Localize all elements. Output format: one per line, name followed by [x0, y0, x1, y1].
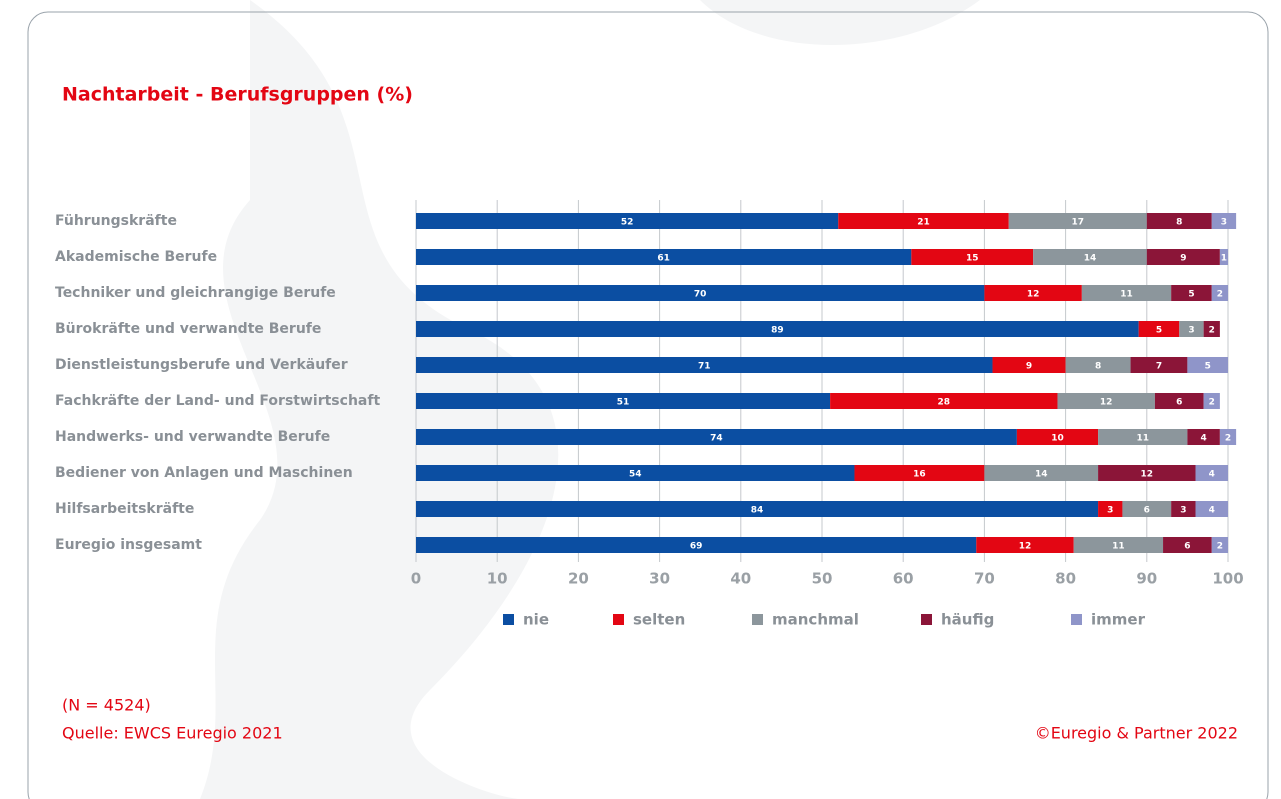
value-label: 74: [710, 434, 723, 444]
value-label: 4: [1209, 506, 1215, 516]
value-label: 12: [1100, 398, 1113, 408]
x-tick-label: 20: [568, 570, 589, 588]
value-label: 2: [1209, 326, 1215, 336]
value-label: 14: [1035, 470, 1048, 480]
x-tick-label: 80: [1055, 570, 1076, 588]
y-tick-label: Dienstleistungsberufe und Verkäufer: [55, 357, 348, 373]
value-label: 51: [617, 398, 630, 408]
legend-swatch: [613, 614, 624, 625]
note: (N = 4524): [62, 696, 151, 715]
value-label: 54: [629, 470, 642, 480]
x-tick-label: 10: [487, 570, 508, 588]
value-label: 21: [917, 218, 930, 228]
value-label: 12: [1019, 542, 1032, 552]
value-label: 15: [966, 254, 979, 264]
legend-label: nie: [523, 611, 549, 629]
value-label: 7: [1156, 362, 1162, 372]
value-label: 3: [1221, 218, 1227, 228]
value-label: 69: [690, 542, 703, 552]
chart: Nachtarbeit - Berufsgruppen (%) (N = 452…: [0, 0, 1281, 799]
legend-label: selten: [633, 611, 685, 629]
value-label: 52: [621, 218, 634, 228]
y-tick-label: Techniker und gleichrangige Berufe: [55, 285, 336, 301]
value-label: 14: [1084, 254, 1097, 264]
legend-swatch: [1071, 614, 1082, 625]
legend-swatch: [503, 614, 514, 625]
value-label: 71: [698, 362, 711, 372]
source: Quelle: EWCS Euregio 2021: [62, 724, 283, 743]
value-label: 28: [938, 398, 951, 408]
value-label: 2: [1209, 398, 1215, 408]
value-label: 6: [1176, 398, 1182, 408]
value-label: 6: [1144, 506, 1150, 516]
value-label: 9: [1180, 254, 1186, 264]
x-tick-label: 30: [649, 570, 670, 588]
x-tick-label: 90: [1136, 570, 1157, 588]
x-tick-label: 50: [812, 570, 833, 588]
background-blob: [700, 0, 980, 45]
y-tick-label: Hilfsarbeitskräfte: [55, 501, 194, 517]
value-label: 2: [1217, 542, 1223, 552]
y-tick-label: Führungskräfte: [55, 213, 177, 229]
value-label: 3: [1180, 506, 1186, 516]
value-label: 16: [913, 470, 926, 480]
y-tick-label: Akademische Berufe: [55, 249, 217, 265]
value-label: 4: [1209, 470, 1215, 480]
copyright: ©Euregio & Partner 2022: [1035, 724, 1238, 743]
value-label: 3: [1188, 326, 1194, 336]
value-label: 1: [1221, 254, 1227, 264]
value-label: 12: [1141, 470, 1154, 480]
value-label: 8: [1095, 362, 1101, 372]
legend-label: häufig: [941, 611, 994, 629]
chart-title: Nachtarbeit - Berufsgruppen (%): [62, 84, 413, 106]
value-label: 70: [694, 290, 707, 300]
value-label: 10: [1051, 434, 1064, 444]
value-label: 2: [1217, 290, 1223, 300]
value-label: 5: [1205, 362, 1211, 372]
value-label: 89: [771, 326, 784, 336]
value-label: 12: [1027, 290, 1040, 300]
y-tick-label: Euregio insgesamt: [55, 537, 202, 553]
value-label: 11: [1120, 290, 1133, 300]
x-tick-label: 0: [411, 570, 421, 588]
legend-swatch: [752, 614, 763, 625]
value-label: 9: [1026, 362, 1032, 372]
y-tick-label: Handwerks- und verwandte Berufe: [55, 429, 330, 445]
legend-label: manchmal: [772, 611, 859, 629]
legend-label: immer: [1091, 611, 1146, 629]
legend-swatch: [921, 614, 932, 625]
value-label: 5: [1156, 326, 1162, 336]
value-label: 11: [1136, 434, 1149, 444]
x-tick-label: 100: [1212, 570, 1243, 588]
value-label: 2: [1225, 434, 1231, 444]
x-tick-label: 40: [730, 570, 751, 588]
value-label: 17: [1072, 218, 1085, 228]
x-tick-label: 70: [974, 570, 995, 588]
value-label: 6: [1184, 542, 1190, 552]
y-tick-label: Fachkräfte der Land- und Forstwirtschaft: [55, 393, 380, 409]
value-label: 11: [1112, 542, 1125, 552]
value-label: 4: [1201, 434, 1207, 444]
value-label: 84: [751, 506, 764, 516]
x-tick-label: 60: [893, 570, 914, 588]
y-tick-label: Bediener von Anlagen und Maschinen: [55, 465, 353, 481]
value-label: 8: [1176, 218, 1182, 228]
value-label: 3: [1107, 506, 1113, 516]
value-label: 61: [657, 254, 670, 264]
value-label: 5: [1188, 290, 1194, 300]
y-tick-label: Bürokräfte und verwandte Berufe: [55, 321, 321, 337]
